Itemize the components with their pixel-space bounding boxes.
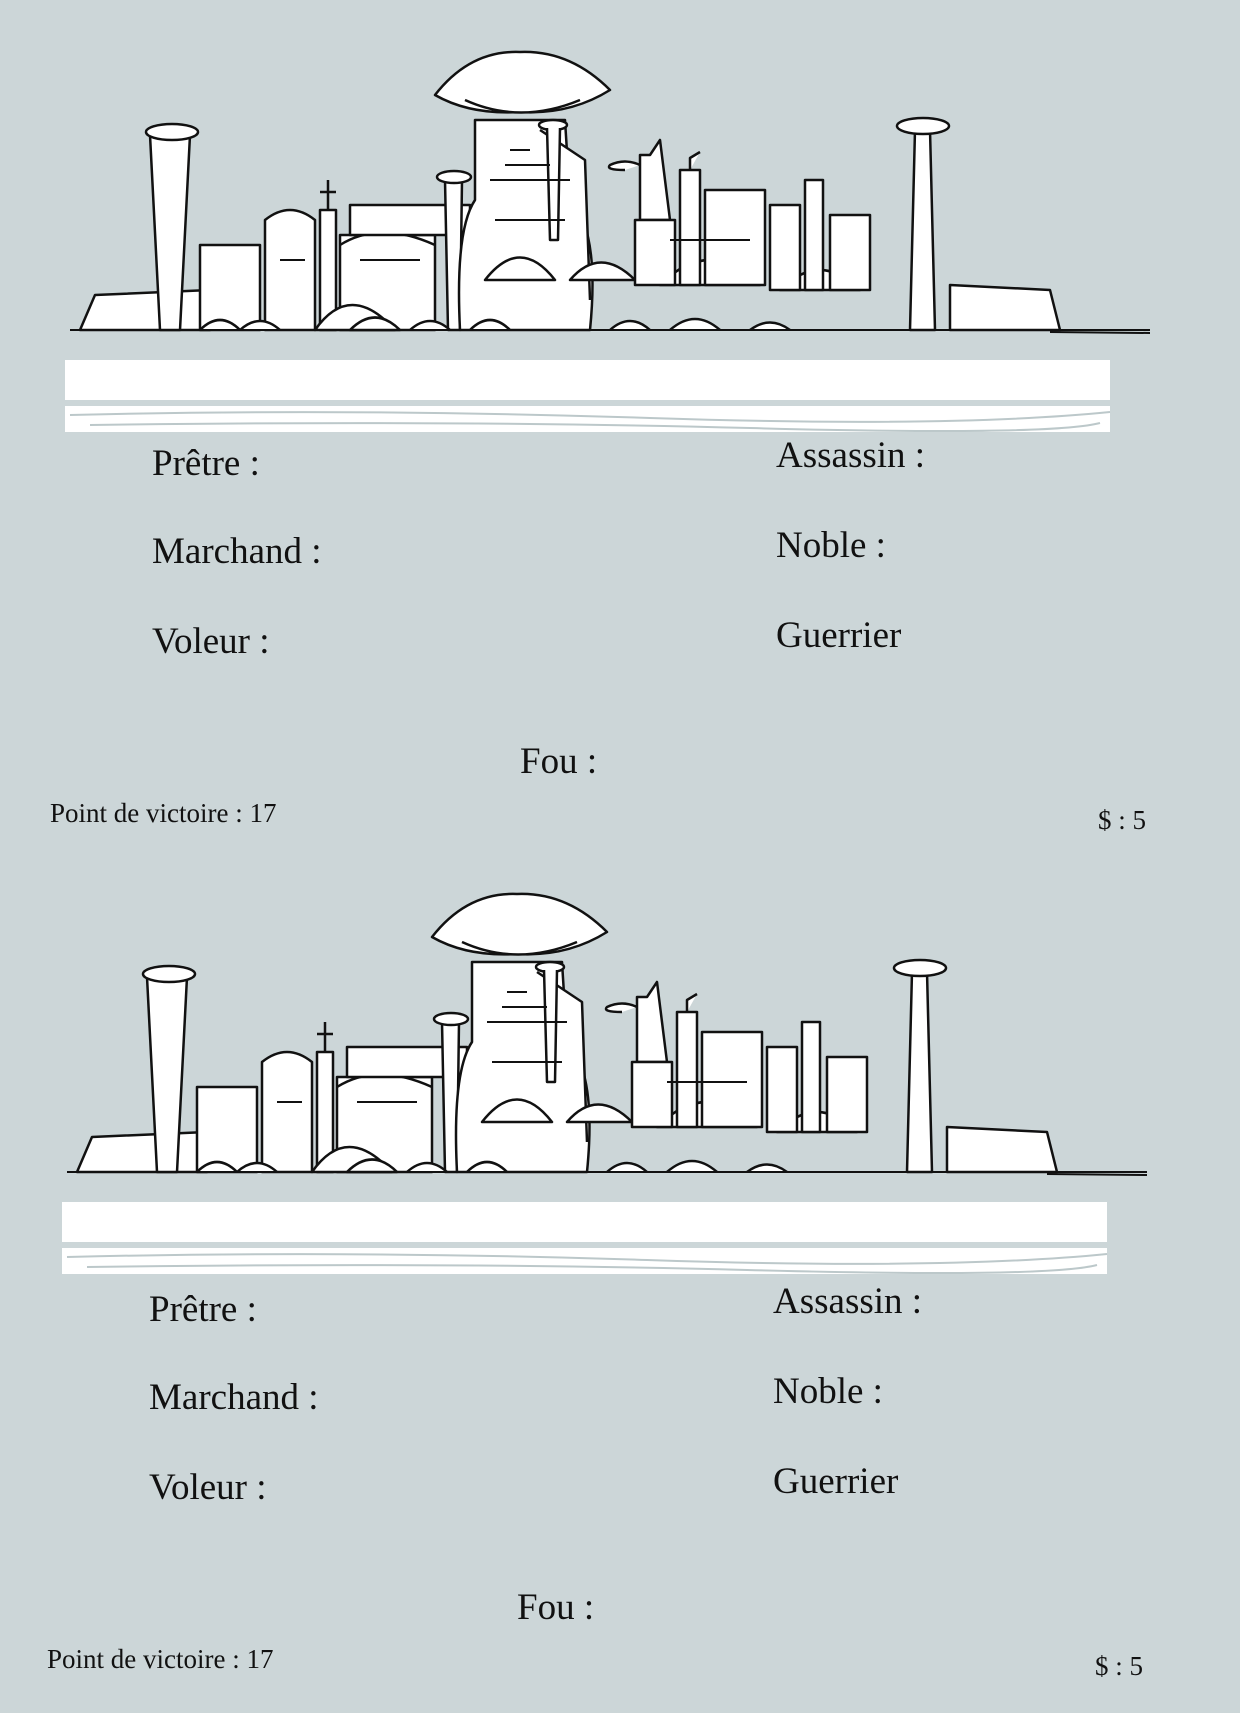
city-card: Prêtre : Assassin : Marchand : Noble : V…	[0, 846, 1240, 1692]
city-sketch-illustration	[62, 892, 1148, 1275]
role-pretre: Prêtre :	[149, 1289, 257, 1330]
money: $ : 5	[1095, 1651, 1144, 1681]
role-voleur: Voleur :	[149, 1467, 267, 1508]
role-pretre: Prêtre :	[152, 443, 260, 484]
role-noble: Noble :	[773, 1371, 883, 1412]
victory-points: Point de victoire : 17	[50, 798, 277, 828]
role-guerrier: Guerrier	[773, 1461, 899, 1502]
city-card: Prêtre : Assassin : Marchand : Noble : V…	[0, 0, 1240, 846]
money: $ : 5	[1098, 805, 1147, 835]
role-voleur: Voleur :	[152, 621, 270, 662]
role-fou: Fou :	[517, 1587, 595, 1628]
role-assassin: Assassin :	[773, 1281, 923, 1322]
role-fou: Fou :	[520, 741, 598, 782]
role-noble: Noble :	[776, 525, 886, 566]
victory-points: Point de victoire : 17	[47, 1644, 274, 1674]
role-marchand: Marchand :	[149, 1377, 319, 1418]
role-marchand: Marchand :	[152, 531, 322, 572]
role-guerrier: Guerrier	[776, 615, 902, 656]
role-assassin: Assassin :	[776, 435, 926, 476]
city-sketch-illustration	[65, 50, 1151, 433]
